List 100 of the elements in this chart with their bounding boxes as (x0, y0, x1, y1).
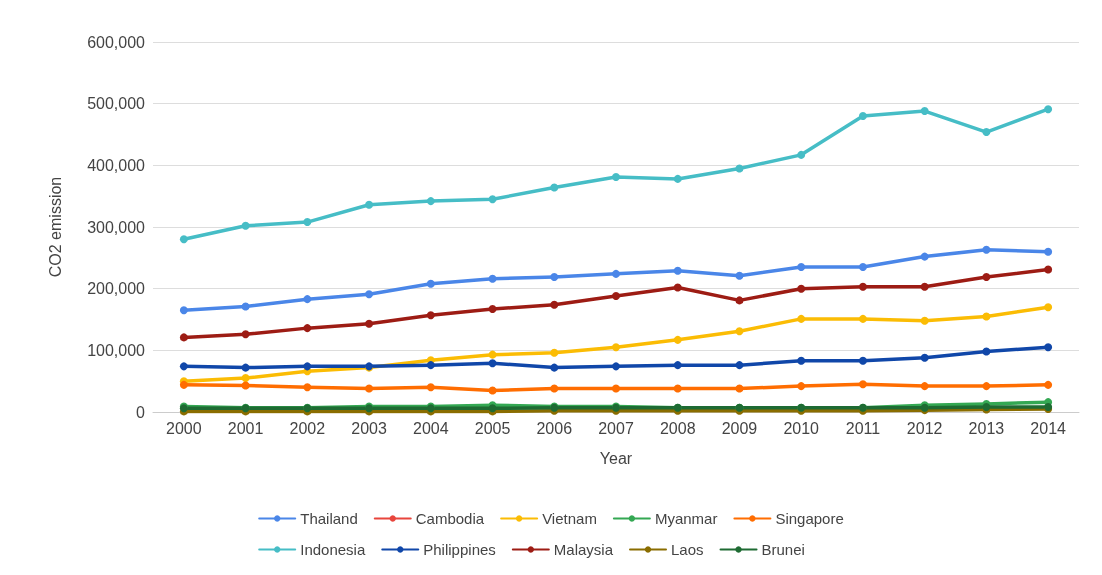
x-tick-label: 2000 (166, 419, 202, 437)
point (241, 363, 250, 372)
point (858, 282, 867, 291)
point (426, 279, 435, 288)
legend-label: Indonesia (300, 541, 366, 558)
point (735, 296, 744, 305)
point (550, 300, 559, 309)
x-tick-label: 2007 (598, 419, 634, 437)
x-tick-label: 2012 (906, 419, 943, 437)
point (488, 359, 497, 368)
point (858, 356, 867, 365)
legend-label: Philippines (423, 541, 496, 558)
point (673, 174, 682, 183)
point (1044, 343, 1053, 352)
point (303, 218, 312, 227)
x-axis-title: Year (599, 449, 633, 467)
point (550, 348, 559, 357)
y-tick-label: 400,000 (87, 156, 146, 174)
point (1044, 265, 1053, 274)
point (550, 384, 559, 393)
point (365, 290, 374, 299)
point (735, 361, 744, 370)
point (735, 164, 744, 173)
point (179, 333, 188, 342)
legend-label: Cambodia (415, 510, 485, 527)
legend-label: Vietnam (542, 510, 597, 527)
y-tick-label: 100,000 (87, 341, 146, 359)
legend-label: Laos (671, 541, 704, 558)
point (797, 356, 806, 365)
point (488, 305, 497, 314)
point (612, 173, 620, 182)
point (241, 374, 250, 383)
point (488, 274, 497, 283)
point (241, 381, 250, 390)
point (426, 311, 435, 320)
point (920, 107, 929, 116)
point (735, 271, 744, 280)
point (1044, 105, 1053, 114)
point (1044, 303, 1053, 312)
x-tick-label: 2014 (1030, 419, 1067, 437)
y-tick-label: 300,000 (87, 218, 146, 236)
legend-label: Malaysia (553, 541, 614, 558)
point (303, 295, 312, 304)
point (612, 343, 620, 352)
point (241, 221, 250, 230)
point (612, 269, 620, 278)
point (550, 272, 559, 281)
point (303, 324, 312, 333)
point (673, 361, 682, 370)
point (982, 347, 991, 356)
point (365, 200, 374, 209)
x-tick-label: 2009 (721, 419, 758, 437)
y-axis-title: CO2 emission (46, 176, 64, 278)
point (426, 361, 435, 370)
point (858, 112, 867, 120)
x-tick-label: 2001 (227, 419, 264, 437)
point (797, 263, 806, 272)
x-tick-label: 2002 (289, 419, 326, 437)
x-tick-label: 2013 (968, 419, 1005, 437)
point (673, 266, 682, 275)
point (241, 302, 250, 311)
point (735, 384, 744, 393)
x-tick-label: 2003 (351, 419, 387, 437)
point (920, 252, 929, 261)
point (858, 263, 867, 272)
point (920, 382, 929, 391)
y-tick-label: 600,000 (87, 33, 146, 51)
point (488, 350, 497, 359)
legend-label: Thailand (300, 510, 358, 527)
legend-label: Singapore (775, 510, 844, 527)
point (982, 128, 991, 137)
point (612, 362, 620, 371)
x-tick-label: 2010 (783, 419, 820, 437)
x-tick-label: 2006 (536, 419, 573, 437)
point (858, 314, 867, 323)
point (797, 382, 806, 391)
point (550, 183, 559, 192)
point (982, 272, 991, 281)
point (797, 284, 806, 293)
point (982, 382, 991, 391)
y-tick-label: 500,000 (87, 95, 146, 113)
point (673, 335, 682, 344)
point (920, 353, 929, 362)
x-tick-label: 2011 (845, 419, 881, 437)
point (982, 245, 991, 254)
x-tick-label: 2008 (659, 419, 696, 437)
point (612, 292, 620, 301)
point (241, 330, 250, 339)
point (426, 383, 435, 392)
x-tick-label: 2004 (413, 419, 449, 437)
point (673, 384, 682, 393)
point (179, 235, 188, 244)
legend-label: Brunei (761, 541, 805, 558)
point (303, 383, 312, 392)
point (982, 312, 991, 321)
point (797, 150, 806, 159)
x-tick-label: 2005 (474, 419, 511, 437)
point (1044, 380, 1053, 389)
point (179, 362, 188, 371)
point (365, 319, 374, 328)
